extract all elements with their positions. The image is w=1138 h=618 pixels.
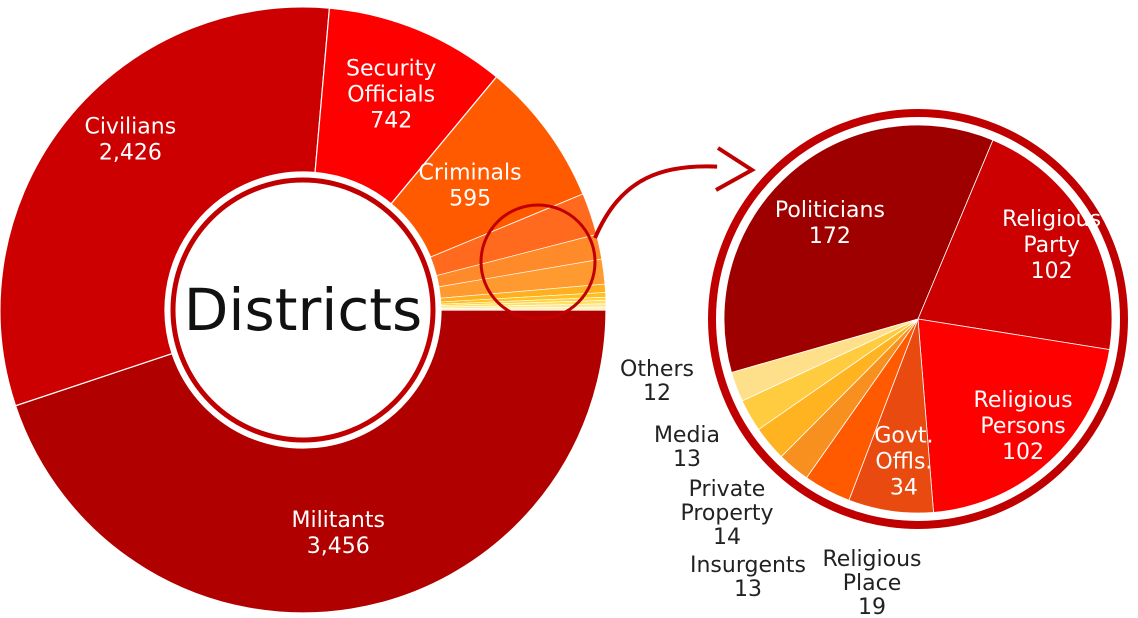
pie-label-media: 13 xyxy=(673,447,701,472)
donut-label-security-officials: Officials xyxy=(347,82,435,107)
pie-slice-religious-party xyxy=(917,139,1113,351)
pie-label-religious-party: Party xyxy=(1023,233,1079,258)
pie-label-others: 12 xyxy=(643,381,671,406)
pie-label-religious-party: 102 xyxy=(1031,259,1073,284)
donut-label-militants: Militants xyxy=(291,508,384,533)
pie-label-politicians: 172 xyxy=(809,224,851,249)
pie-label-others: Others xyxy=(620,357,694,382)
pie-label-govt-offls: Offls. xyxy=(875,450,932,475)
zoom-highlight-circle xyxy=(479,203,597,321)
pie-label-govt-offls: 34 xyxy=(890,476,918,501)
pie-label-religious-persons: Persons xyxy=(980,414,1065,439)
pie-chart xyxy=(708,109,1128,529)
pie-label-private-property: 14 xyxy=(713,525,741,550)
donut-hole xyxy=(165,172,441,448)
pie-label-religious-persons: 102 xyxy=(1002,440,1044,465)
pie-label-religious-persons: Religious xyxy=(974,388,1073,413)
pie-slice-politicians xyxy=(723,124,994,373)
chart-overlay xyxy=(479,146,756,321)
donut-label-civilians: 2,426 xyxy=(99,141,162,166)
pie-slice-religious-persons xyxy=(917,318,1111,513)
donut-label-civilians: Civilians xyxy=(84,115,176,140)
donut-center-label: Districts xyxy=(184,276,423,344)
pie-label-private-property: Property xyxy=(680,501,773,526)
donut-label-criminals: 595 xyxy=(449,186,491,211)
donut-chart: Districts xyxy=(0,6,607,614)
donut-hole-ring xyxy=(170,177,436,443)
pie-label-religious-party: Religious xyxy=(1002,207,1101,232)
pie-label-insurgents: 13 xyxy=(734,577,762,602)
pie-label-religious-place: Place xyxy=(843,571,902,596)
pie-label-insurgents: Insurgents xyxy=(690,553,806,578)
pie-label-govt-offls: Govt. xyxy=(874,424,933,449)
connector-arrow-line xyxy=(593,164,736,239)
pie-gap-ring xyxy=(716,117,1120,521)
pie-label-private-property: Private xyxy=(689,477,766,502)
donut-label-militants: 3,456 xyxy=(307,534,370,559)
pie-slice-others xyxy=(731,318,919,402)
pie-label-politicians: Politicians xyxy=(775,198,885,223)
pie-outer-ring xyxy=(708,109,1128,529)
pie-label-religious-place: 19 xyxy=(858,595,886,618)
connector-arrow-head xyxy=(715,146,756,192)
pie-label-media: Media xyxy=(654,423,720,448)
donut-label-security-officials: 742 xyxy=(370,108,412,133)
pie-label-religious-place: Religious xyxy=(823,547,922,572)
donut-label-security-officials: Security xyxy=(346,56,436,81)
donut-label-criminals: Criminals xyxy=(419,160,522,185)
